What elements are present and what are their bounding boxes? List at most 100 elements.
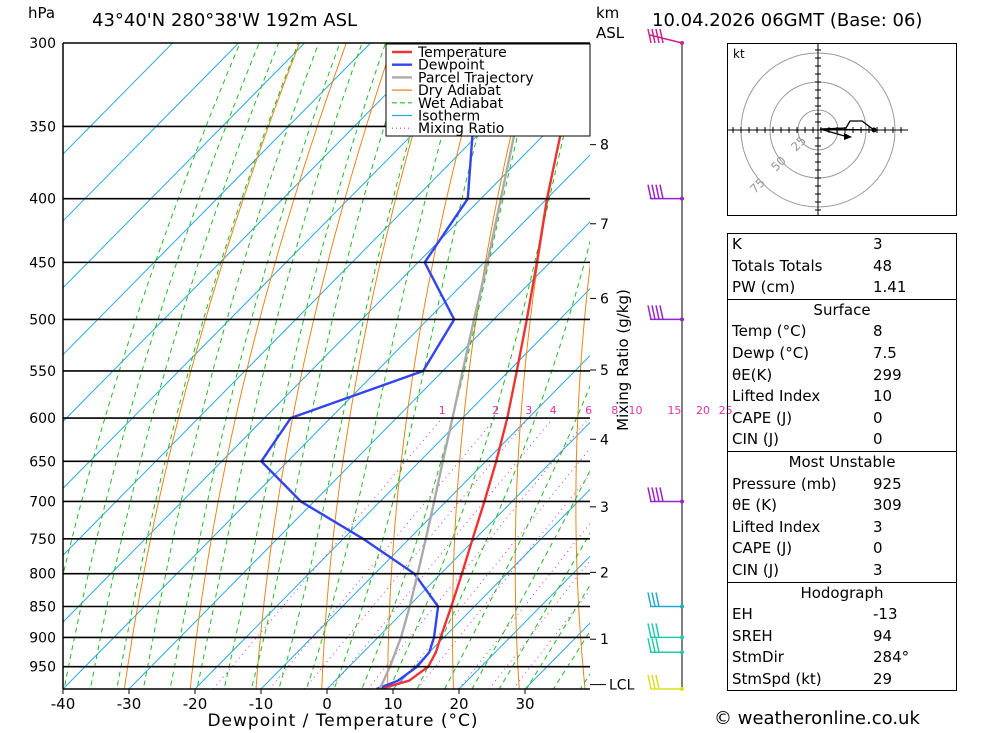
wind-barb-staff [649,34,683,44]
mu-cin-label: CIN (J) [732,560,780,579]
wind-barb-flag [655,184,660,199]
surface-li-row: Lifted Index 10 [728,386,956,408]
km-tick-label: 1 [600,632,609,648]
pw-value: 1.41 [873,278,907,297]
dry-adiabat-line [255,43,394,689]
wind-barb-flag [659,487,664,502]
mu-cape-label: CAPE (J) [732,539,793,558]
wet-adiabat-line [250,43,412,689]
location-title: 43°40'N 280°38'W 192m ASL [92,10,358,31]
wind-barb-flag [647,674,652,690]
surface-dewp-value: 7.5 [873,343,897,362]
surface-dewp-label: Dewp (°C) [732,343,810,362]
mixing-ratio-line [512,589,590,689]
mu-li-row: Lifted Index 3 [728,517,956,539]
pressure-tick-label: 800 [29,567,56,583]
isotherm-line [326,421,590,689]
isotherm-line [63,43,569,556]
wind-barb-flag [651,674,656,690]
isotherm-line [63,87,590,623]
eh-value: -13 [873,605,898,624]
credit-link[interactable]: © weatheronline.co.uk [714,708,920,729]
parcel-trajectory-profile [378,43,537,689]
stmdir-label: StmDir [732,648,784,667]
mixing-ratio-label: 10 [629,404,643,417]
mixing-ratio-line [488,559,590,689]
x-tick-label: 20 [449,695,468,713]
isotherm-line [392,488,590,689]
wind-barb-flag [647,28,652,44]
mixing-ratio-line [329,417,554,689]
stmspd-row: StmSpd (kt) 29 [728,669,956,691]
hodograph-ring-label: 25 [788,133,809,154]
mu-theta-value: 309 [873,496,902,515]
surface-cin-value: 0 [873,430,883,449]
mixing-ratio-label: 25 [719,404,733,417]
lcl-label: LCL [609,678,635,694]
wind-barb-flag [659,305,664,320]
wind-barb-flag [655,305,660,320]
isotherm-line [63,43,437,423]
km-tick-label: 4 [600,432,609,448]
wind-barb-flag [655,674,660,690]
dry-adiabat-line [123,43,300,689]
surface-section-title: Surface [813,300,871,319]
x-axis-title: Dewpoint / Temperature (°C) [207,711,478,731]
x-tick-label: 10 [383,695,402,713]
wind-barb-flag [659,28,664,44]
dry-adiabat-line [635,43,674,689]
sreh-label: SREH [732,626,773,645]
dry-adiabat-line [953,43,1000,689]
wind-barb-flag [651,305,656,320]
km-unit-label: km [596,4,620,22]
wind-barb-flag [651,28,656,44]
wind-barb-flag [655,487,660,502]
mu-cape-row: CAPE (J) 0 [728,538,956,560]
wind-barb-flag [647,623,652,638]
mixing-ratio-label: 2 [492,404,499,417]
legend-entry: Mixing Ratio [418,121,504,137]
surface-temp-value: 8 [873,322,883,341]
isotherm-line [63,43,503,490]
x-tick-label: -40 [51,695,76,713]
legend-entry: Isotherm [418,109,480,125]
dry-adiabat-line [575,262,590,689]
km-tick-label: 6 [600,291,609,307]
wet-adiabat-line [471,469,590,689]
stmspd-label: StmSpd (kt) [732,669,822,688]
dry-adiabat-line [321,43,441,689]
wind-barb-flag [647,592,652,607]
mixing-ratio-line [367,417,589,689]
stmspd-value: 29 [873,669,893,688]
dry-adiabat-line [514,43,581,689]
pressure-tick-label: 500 [29,312,56,328]
eh-label: EH [732,605,753,624]
totals-totals-row: Totals Totals 48 [728,256,956,278]
surface-cape-value: 0 [873,408,883,427]
mixing-ratio-label: 1 [439,404,446,417]
surface-dewp-row: Dewp (°C) 7.5 [728,343,956,365]
surface-li-label: Lifted Index [732,387,821,406]
mu-pressure-row: Pressure (mb) 925 [728,474,956,496]
wind-barb-flag [647,487,652,502]
x-tick-label: -20 [183,695,208,713]
surface-cin-row: CIN (J) 0 [728,429,956,451]
mixing-ratio-axis-title: Mixing Ratio (g/kg) [614,289,632,431]
legend-box [385,43,591,137]
km-tick-label: 5 [600,363,609,379]
hodograph-section-title: Hodograph [800,583,884,602]
wet-adiabat-line [361,43,542,689]
mixing-ratio-line [458,522,590,689]
stmdir-value: 284° [873,648,910,667]
wind-barb-flag [647,305,652,320]
x-tick-label: 30 [515,695,534,713]
hodograph-point [871,127,877,133]
surface-li-value: 10 [873,387,893,406]
totals-totals-label: Totals Totals [732,256,823,275]
legend-entry: Dewpoint [418,58,485,74]
dry-adiabat-line [387,43,488,689]
pressure-tick-label: 650 [29,454,56,470]
pw-row: PW (cm) 1.41 [728,277,956,299]
